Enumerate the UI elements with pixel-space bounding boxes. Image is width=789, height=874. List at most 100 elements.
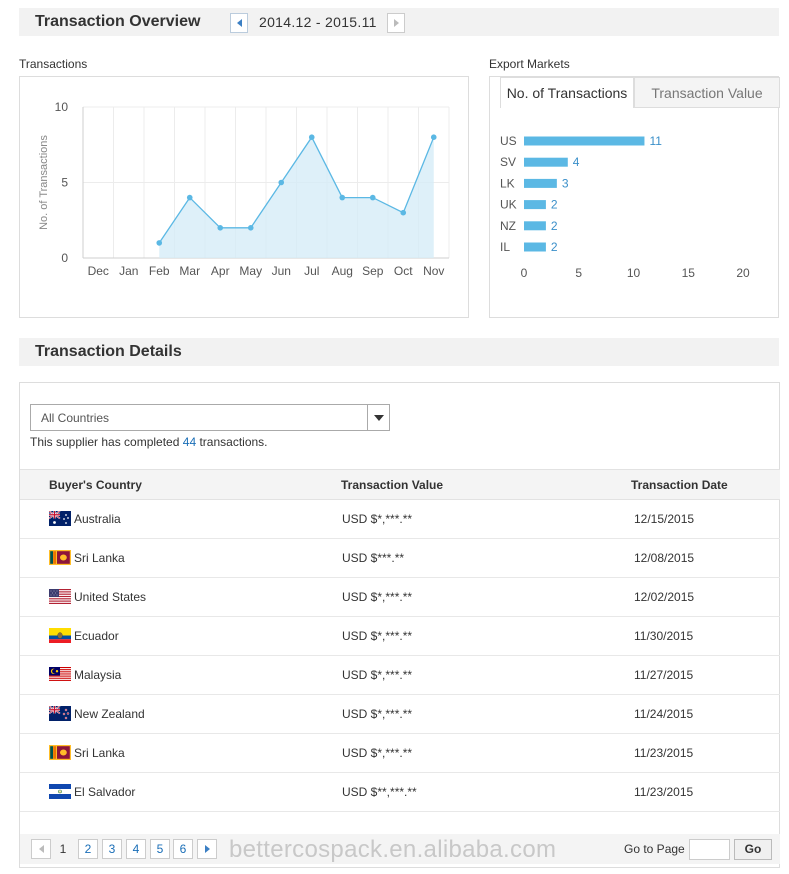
goto-page-label: Go to Page	[624, 842, 685, 856]
bar	[524, 157, 568, 167]
details-header: Transaction Details	[19, 338, 779, 366]
transactions-label: Transactions	[19, 57, 88, 71]
y-tick-label: 10	[55, 100, 69, 114]
united-states-flag-icon	[49, 589, 71, 604]
x-tick-label: 15	[682, 266, 696, 280]
next-page-button[interactable]	[197, 839, 217, 859]
details-title: Transaction Details	[35, 343, 182, 360]
summary-text: This supplier has completed 44 transacti…	[30, 435, 268, 449]
cell-value: USD $***.**	[342, 551, 405, 565]
cell-date: 12/02/2015	[634, 590, 695, 604]
page-4[interactable]: 4	[126, 839, 146, 859]
triangle-right-icon	[204, 845, 210, 853]
sri-lanka-flag-icon	[49, 550, 71, 565]
cell-date: 12/08/2015	[634, 551, 695, 565]
country-filter-select[interactable]: All Countries	[30, 404, 390, 431]
bar-value-label: 2	[551, 240, 558, 254]
x-tick-label: 10	[627, 266, 641, 280]
table-header: Buyer's Country Transaction Value Transa…	[20, 469, 780, 500]
details-panel	[19, 382, 780, 868]
transactions-panel: 0 5 10 No. of Transactions Dec Jan Feb Mar Apr Ma…	[19, 76, 469, 318]
bar-value-label: 11	[649, 134, 662, 148]
cell-country: United States	[74, 590, 147, 604]
page-1[interactable]: 1	[59, 842, 67, 856]
table-row: Australia USD $*,***.** 12/15/2015	[20, 500, 780, 539]
sri-lanka-flag-icon	[49, 745, 71, 760]
x-tick-label: 5	[575, 266, 582, 280]
data-point	[247, 225, 254, 231]
bar	[524, 178, 557, 188]
bar-value-label: 2	[551, 198, 558, 212]
x-tick-label: 0	[521, 266, 528, 280]
export-markets-panel: No. of Transactions Transaction Value US…	[489, 76, 780, 318]
data-point	[156, 240, 163, 246]
page-3[interactable]: 3	[102, 839, 122, 859]
transactions-chart: 0 5 10 No. of Transactions Dec Jan Feb Mar Apr Ma…	[38, 100, 450, 278]
cell-date: 11/27/2015	[634, 668, 694, 682]
x-tick-label: May	[239, 264, 262, 278]
goto-page-input[interactable]	[689, 839, 730, 860]
data-point	[278, 179, 285, 186]
country-filter-value: All Countries	[41, 411, 110, 425]
next-period-button[interactable]	[387, 13, 405, 33]
bar-value-label: 3	[562, 176, 569, 190]
go-button[interactable]: Go	[734, 839, 772, 860]
bar	[524, 136, 645, 146]
x-tick-label: Dec	[88, 264, 109, 278]
bar-category-label: IL	[500, 240, 510, 254]
export-markets-label: Export Markets	[489, 57, 570, 71]
tab-transaction-value[interactable]: Transaction Value	[634, 77, 780, 108]
table-row: United States USD $*,***.** 12/02/2015	[20, 578, 780, 617]
x-tick-label: Nov	[423, 264, 444, 278]
page-2[interactable]: 2	[78, 839, 98, 859]
x-tick-label: Oct	[394, 264, 413, 278]
date-range: 2014.12 - 2015.11	[259, 14, 377, 30]
y-tick-label: 0	[61, 251, 68, 265]
column-header-value: Transaction Value	[341, 478, 444, 492]
series-line	[158, 135, 435, 244]
data-point	[430, 134, 437, 140]
y-axis-label: No. of Transactions	[38, 135, 50, 230]
bar-category-label: LK	[500, 176, 515, 190]
overview-header: Transaction Overview 2014.12 - 2015.11	[19, 8, 779, 36]
summary-prefix: This supplier has completed	[30, 435, 180, 449]
bar	[524, 242, 546, 252]
bar	[524, 200, 546, 210]
cell-country: El Salvador	[74, 785, 136, 799]
cell-value: USD $*,***.**	[342, 707, 413, 721]
tab-no-of-transactions[interactable]: No. of Transactions	[500, 77, 634, 108]
x-tick-label: Feb	[149, 264, 170, 278]
data-point	[369, 194, 376, 201]
bar	[524, 221, 546, 231]
x-tick-label: Sep	[362, 264, 384, 278]
bar-category-label: NZ	[500, 219, 516, 233]
malaysia-flag-icon	[49, 667, 71, 682]
overview-title: Transaction Overview	[35, 13, 201, 30]
x-tick-label: Apr	[211, 264, 230, 278]
cell-date: 11/23/2015	[634, 746, 694, 760]
column-header-date: Transaction Date	[631, 478, 728, 492]
bar-category-label: SV	[500, 155, 516, 169]
prev-page-button[interactable]	[31, 839, 51, 859]
cell-country: Sri Lanka	[74, 551, 125, 565]
prev-period-button[interactable]	[230, 13, 248, 33]
triangle-left-icon	[236, 19, 242, 27]
data-point	[400, 209, 407, 216]
data-point	[339, 194, 346, 201]
summary-suffix: transactions.	[199, 435, 268, 449]
page-5[interactable]: 5	[150, 839, 170, 859]
cell-value: USD $*,***.**	[342, 629, 413, 643]
page-6[interactable]: 6	[173, 839, 193, 859]
dropdown-arrow-icon[interactable]	[367, 405, 389, 430]
cell-value: USD $*,***.**	[342, 590, 413, 604]
column-header-country: Buyer's Country	[49, 478, 142, 492]
cell-country: Malaysia	[74, 668, 122, 682]
table-row: Sri Lanka USD $***.** 12/08/2015	[20, 539, 780, 578]
cell-country: Sri Lanka	[74, 746, 125, 760]
new-zealand-flag-icon	[49, 706, 71, 721]
data-point	[186, 194, 193, 201]
pagination: 1 2 3 4 5 6 Go to Page Go	[20, 834, 780, 864]
ecuador-flag-icon	[49, 628, 71, 643]
bar-value-label: 4	[573, 155, 580, 169]
